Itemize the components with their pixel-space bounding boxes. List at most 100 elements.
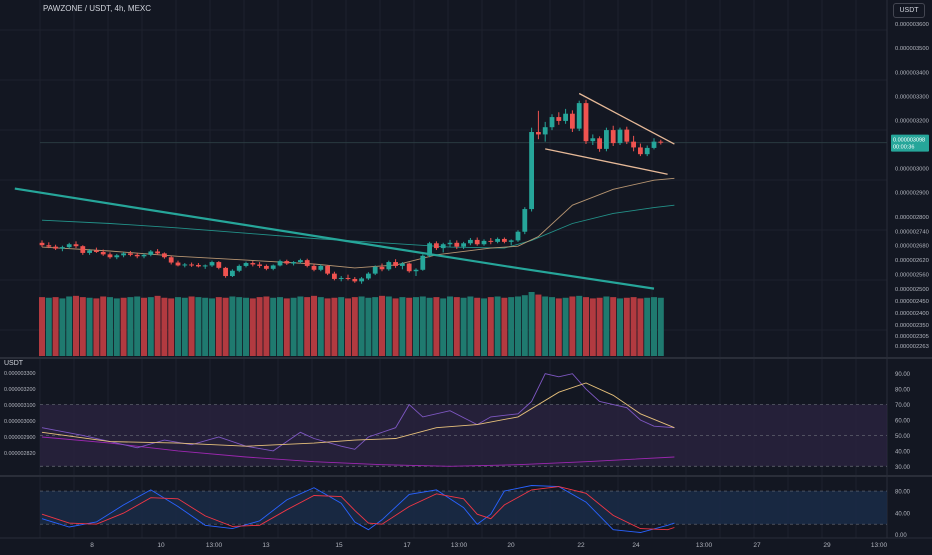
rsi-left-tick-label: 0.000003300 [4,371,35,377]
candle-body [658,141,664,143]
candle-body [406,263,412,272]
time-tick-label: 17 [403,542,411,549]
price-tick-label: 0.000002680 [895,244,929,250]
candle-body [270,265,276,269]
volume-bar [93,298,100,356]
rsi-tick-label: 90.00 [895,372,911,378]
wedge-upper-line [578,92,675,145]
volume-bar [236,297,243,356]
candle-body [236,265,242,271]
candle-body [53,246,58,249]
candle-body [508,240,514,242]
price-tick-label: 0.000002560 [895,273,929,279]
candle-body [393,262,398,266]
volume-bar [202,297,209,356]
volume-bar [617,298,623,356]
candle-body [644,147,650,155]
price-tick-label: 0.000003300 [895,94,929,100]
candle-body [495,238,500,242]
candle-body [549,117,555,128]
candle-body [182,264,188,266]
unit-badge[interactable]: USDT [893,3,925,18]
volume-bar [453,297,460,356]
candle-body [128,253,133,255]
price-tick-label: 0.000003400 [895,70,929,76]
candle-body [277,261,283,266]
candle-body [73,244,79,247]
candle-body [318,265,324,270]
volume-bar [413,297,419,356]
rsi-tick-label: 30.00 [895,465,911,471]
candle-body [39,242,45,246]
volume-bar [508,297,515,356]
stoch-tick-label: 80.00 [895,490,911,496]
time-tick-label: 13:00 [871,542,888,549]
volume-bar [596,297,603,356]
candle-body [338,277,344,279]
volume-bar [644,297,651,356]
time-tick-label: 10 [157,542,165,549]
rsi-tick-label: 80.00 [895,388,911,394]
candle-body [114,255,120,258]
time-tick-label: 13:00 [696,542,713,549]
volume-bar [147,297,154,356]
volume-bar [181,297,188,356]
candle-body [434,243,439,249]
volume-bar [481,298,487,356]
price-tick-label: 0.000002800 [895,215,929,221]
volume-bar [324,298,331,356]
volume-bar [45,297,52,356]
volume-bar [141,297,147,356]
rsi-left-tick-label: 0.000003000 [4,419,35,425]
countdown-label: 00:00:36 [893,145,914,151]
volume-bar [630,297,637,356]
volume-bar [243,297,249,356]
candle-body [80,246,86,253]
candle-body [556,117,562,121]
time-tick-label: 27 [753,542,761,549]
candle-body [542,127,548,135]
volume-bar [127,297,134,356]
time-tick-label: 24 [632,542,640,549]
volume-bar [100,296,107,356]
current-price-label: 0.000003098 [893,138,925,144]
candle-body [87,250,92,253]
volume-bar [39,297,45,356]
candle-body [576,103,582,129]
candle-body [134,254,140,257]
volume-bar [249,298,256,356]
volume-bar [195,297,202,356]
candle-body [400,263,405,266]
rsi-left-tick-label: 0.000003100 [4,403,35,409]
candle-body [583,103,589,142]
volume-bar [610,297,617,356]
time-tick-label: 20 [507,542,515,549]
rsi-band-fill [40,404,887,467]
volume-bar [188,296,195,356]
volume-bar [501,297,508,356]
candle-body [366,273,371,279]
volume-bar [651,297,657,356]
price-tick-label: 0.000002740 [895,229,929,235]
volume-bar [467,296,474,356]
volume-bar [365,297,372,356]
candle-body [427,243,432,256]
wedge-lower-line [545,148,668,175]
candle-body [536,132,541,135]
candle-body [94,250,99,252]
candle-body [196,264,201,267]
candle-body [488,240,494,242]
candle-body [175,262,181,266]
volume-bar [351,297,358,356]
volume-bar [113,298,120,356]
volume-bar [528,292,535,356]
current-price-badge [891,134,929,152]
volume-bar [59,298,66,356]
time-tick-label: 13:00 [206,542,223,549]
candle-body [60,247,65,249]
rsi-tick-label: 50.00 [895,434,911,440]
volume-bar [487,297,494,356]
rsi-slow-line [41,436,675,467]
